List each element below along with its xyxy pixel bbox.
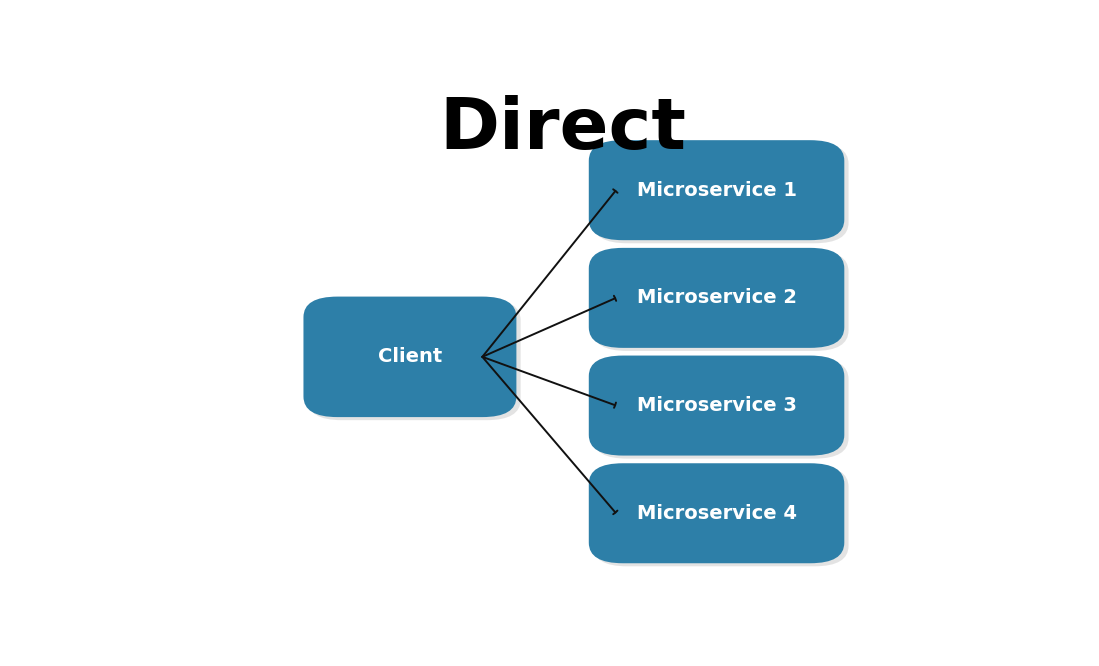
Text: Direct: Direct [440, 95, 687, 165]
FancyBboxPatch shape [593, 358, 848, 459]
FancyBboxPatch shape [589, 248, 844, 348]
FancyBboxPatch shape [593, 143, 848, 243]
Text: Client: Client [378, 348, 442, 366]
FancyBboxPatch shape [303, 296, 517, 417]
Text: Microservice 2: Microservice 2 [636, 288, 797, 308]
FancyBboxPatch shape [593, 251, 848, 351]
FancyBboxPatch shape [308, 300, 521, 420]
FancyBboxPatch shape [593, 466, 848, 566]
Text: Microservice 1: Microservice 1 [636, 180, 797, 200]
Text: Microservice 3: Microservice 3 [636, 396, 797, 415]
FancyBboxPatch shape [589, 140, 844, 240]
Text: Microservice 4: Microservice 4 [636, 503, 797, 523]
FancyBboxPatch shape [589, 356, 844, 456]
FancyBboxPatch shape [589, 464, 844, 563]
